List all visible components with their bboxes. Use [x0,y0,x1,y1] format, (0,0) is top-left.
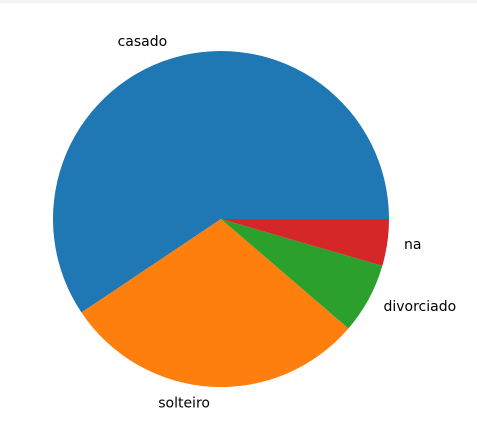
slice-label-divorciado: divorciado [383,299,456,315]
slice-label-solteiro: solteiro [158,395,210,411]
top-divider [0,0,477,3]
pie-slice-solteiro [81,219,349,387]
slice-label-casado: casado [118,34,168,50]
pie-slice-na [221,219,389,266]
slice-label-na: na [404,237,421,253]
pie-slice-casado [52,51,389,313]
pie-slice-divorciado [221,219,383,329]
